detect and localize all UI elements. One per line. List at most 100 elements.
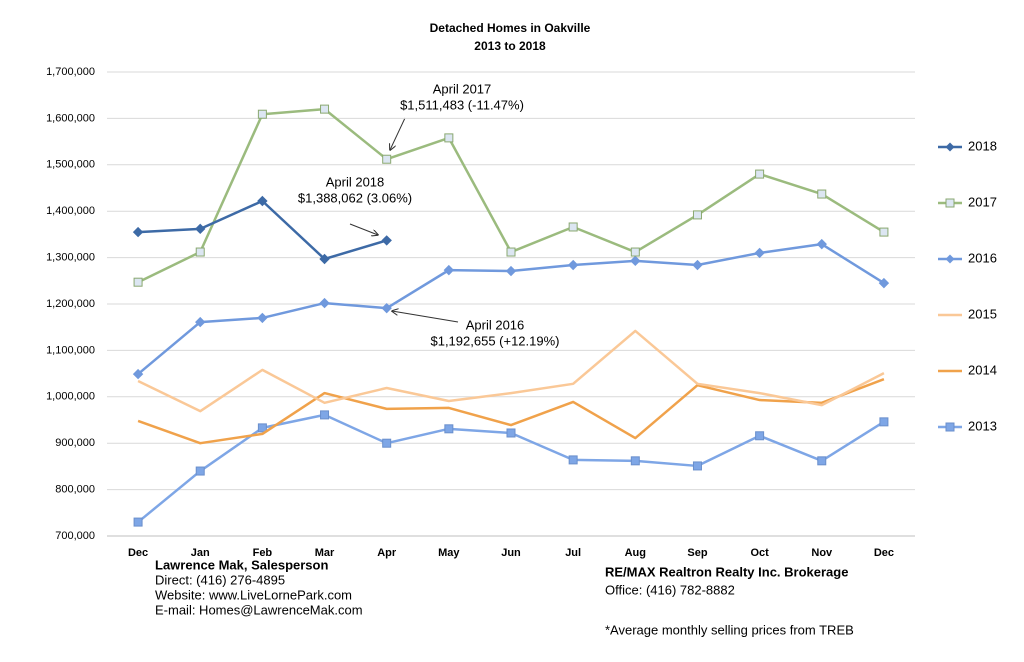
annotation: April 2017 [433, 81, 492, 96]
point [319, 297, 330, 309]
point [444, 133, 454, 143]
y-tick-label: 1,300,000 [46, 252, 95, 264]
x-tick-label: Mar [315, 547, 335, 559]
point [754, 247, 765, 259]
footer-text: Lawrence Mak, Salesperson [155, 557, 328, 572]
point [381, 302, 392, 314]
point [568, 455, 578, 465]
legend-marker [945, 198, 955, 208]
x-tick-label: Jun [501, 547, 521, 559]
point [132, 368, 144, 380]
point [382, 154, 392, 164]
legend-label: 2013 [968, 418, 997, 433]
y-tick-label: 900,000 [55, 437, 95, 449]
point [443, 264, 455, 276]
point [320, 104, 330, 114]
point [132, 226, 144, 238]
point [506, 247, 516, 257]
annotation-arrow [349, 223, 378, 235]
legend-marker [945, 422, 955, 432]
footer-note: *Average monthly selling prices from TRE… [605, 622, 854, 637]
point [505, 265, 517, 277]
point [630, 255, 641, 267]
footer-text: E-mail: Homes@LawrenceMak.com [155, 602, 363, 617]
x-tick-label: Dec [874, 547, 894, 559]
x-tick-label: Oct [750, 547, 769, 559]
point [692, 461, 702, 471]
footer-text: RE/MAX Realtron Realty Inc. Brokerage [605, 564, 848, 579]
x-tick-label: Sep [687, 547, 707, 559]
annotation-arrow [392, 311, 459, 323]
point [195, 247, 205, 257]
point [692, 210, 702, 220]
point [257, 109, 267, 119]
x-tick-label: Jul [565, 547, 581, 559]
point [257, 195, 268, 207]
point [878, 277, 890, 289]
annotation: $1,388,062 (3.06%) [298, 190, 412, 205]
point [133, 277, 143, 287]
point [879, 417, 889, 427]
x-tick-label: Apr [377, 547, 397, 559]
footer-text: Office: (416) 782-8882 [605, 582, 735, 597]
point [319, 253, 330, 265]
point [195, 223, 206, 235]
x-tick-label: May [438, 547, 460, 559]
y-tick-label: 1,700,000 [46, 66, 95, 78]
y-tick-label: 1,200,000 [46, 298, 95, 310]
y-tick-label: 800,000 [55, 484, 95, 496]
y-tick-label: 1,400,000 [46, 205, 95, 217]
point [817, 456, 827, 466]
legend-label: 2017 [968, 194, 997, 209]
point [257, 423, 267, 433]
annotation: $1,511,483 (-11.47%) [400, 97, 524, 112]
point [567, 259, 579, 271]
x-tick-label: Nov [811, 547, 833, 559]
point [382, 438, 392, 448]
x-tick-label: Jan [191, 547, 210, 559]
footer-text: Website: www.LiveLornePark.com [155, 587, 352, 602]
legend-label: 2018 [968, 138, 997, 153]
point [630, 247, 640, 257]
legend-label: 2016 [968, 250, 997, 265]
point [195, 316, 206, 328]
annotation-arrow [390, 117, 406, 150]
footer-text: Direct: (416) 276-4895 [155, 572, 285, 587]
point [630, 456, 640, 466]
legend-marker [945, 142, 955, 152]
annotation: April 2016 [466, 317, 525, 332]
chart-subtitle: 2013 to 2018 [474, 39, 546, 53]
chart-title: Detached Homes in Oakville [430, 21, 591, 35]
x-tick-label: Feb [253, 547, 273, 559]
y-tick-label: 1,600,000 [46, 112, 95, 124]
y-tick-label: 1,100,000 [46, 344, 95, 356]
point [133, 517, 143, 527]
point [755, 431, 765, 441]
point [879, 227, 889, 237]
point [755, 169, 765, 179]
legend-marker [945, 254, 955, 264]
point [381, 235, 392, 246]
point [506, 428, 516, 438]
point [568, 222, 578, 232]
point [692, 259, 703, 271]
series-line [137, 329, 885, 413]
point [817, 189, 827, 199]
point [257, 312, 268, 324]
series-line [137, 377, 885, 445]
y-tick-label: 1,500,000 [46, 159, 95, 171]
y-tick-label: 700,000 [55, 530, 95, 542]
x-tick-label: Dec [128, 547, 148, 559]
annotation: $1,192,655 (+12.19%) [430, 333, 559, 348]
y-tick-label: 1,000,000 [46, 391, 95, 403]
point [816, 238, 827, 250]
point [195, 466, 205, 476]
point [444, 424, 454, 434]
legend-label: 2015 [968, 306, 997, 321]
point [320, 410, 330, 420]
x-tick-label: Aug [625, 547, 646, 559]
legend-label: 2014 [968, 362, 997, 377]
annotation: April 2018 [326, 174, 385, 189]
